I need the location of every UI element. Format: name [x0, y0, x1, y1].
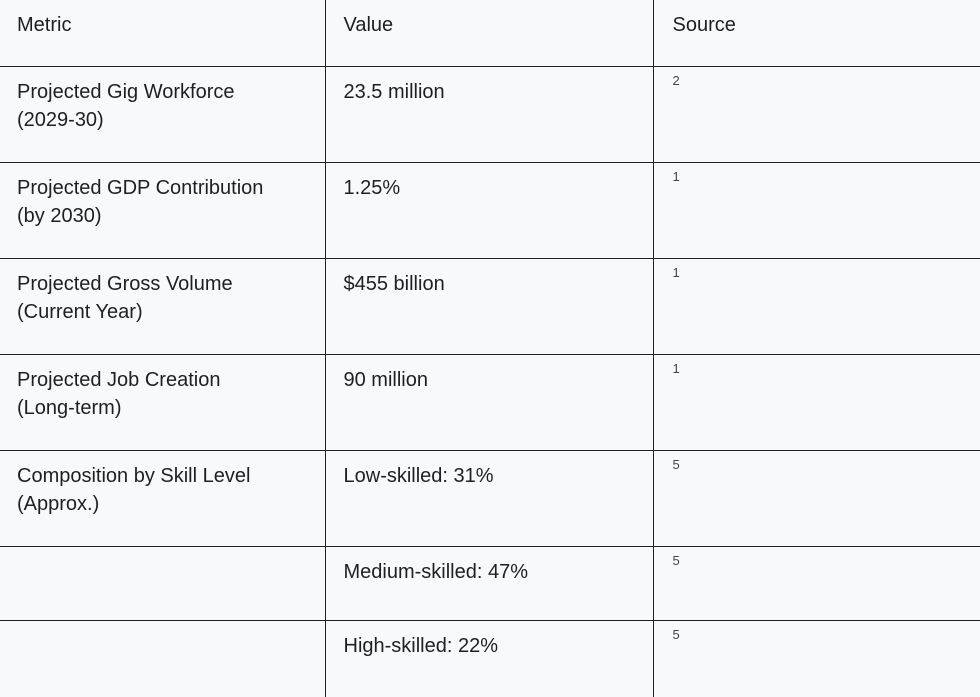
table-body: Projected Gig Workforce (2029-30) 23.5 mi…: [0, 66, 980, 697]
value-cell: Medium-skilled: 47%: [324, 546, 654, 621]
metric-cell: Composition by Skill Level (Approx.): [0, 450, 326, 547]
value-cell: 23.5 million: [324, 66, 654, 163]
metric-cell: [0, 620, 326, 697]
metric-line: Projected Gross Volume: [17, 273, 233, 295]
metric-cell: Projected Gross Volume (Current Year): [0, 258, 326, 355]
header-row: Metric Value Source: [0, 0, 980, 67]
value-cell: $455 billion: [324, 258, 654, 355]
source-ref[interactable]: 5: [672, 457, 680, 472]
table-row: Composition by Skill Level (Approx.) Low-…: [0, 450, 980, 547]
metric-qualifier: (Long-term): [17, 397, 122, 419]
source-cell: 1: [652, 258, 980, 355]
header-value: Value: [324, 0, 654, 67]
metric-qualifier: (by 2030): [17, 205, 102, 227]
metric-qualifier: (Approx.): [17, 493, 100, 515]
value-cell: High-skilled: 22%: [324, 620, 654, 697]
value-cell: 90 million: [324, 354, 654, 451]
table-row: High-skilled: 22% 5: [0, 620, 980, 697]
source-cell: 5: [652, 450, 980, 547]
source-cell: 5: [652, 546, 980, 621]
metric-line: Composition by Skill Level: [17, 465, 251, 487]
metric-cell: Projected GDP Contribution (by 2030): [0, 162, 326, 259]
metric-line: Projected GDP Contribution: [17, 177, 264, 199]
table-row: Projected Gig Workforce (2029-30) 23.5 mi…: [0, 66, 980, 163]
table-row: Projected Gross Volume (Current Year) $45…: [0, 258, 980, 355]
source-ref[interactable]: 1: [672, 169, 680, 184]
table-row: Projected GDP Contribution (by 2030) 1.25…: [0, 162, 980, 259]
metric-cell: Projected Gig Workforce (2029-30): [0, 66, 326, 163]
source-ref[interactable]: 2: [672, 73, 680, 88]
table-row: Medium-skilled: 47% 5: [0, 546, 980, 621]
source-cell: 5: [652, 620, 980, 697]
metric-line: Projected Job Creation: [17, 369, 221, 391]
value-cell: 1.25%: [324, 162, 654, 259]
metric-cell: [0, 546, 326, 621]
header-metric: Metric: [0, 0, 326, 67]
source-cell: 1: [652, 354, 980, 451]
source-ref[interactable]: 1: [672, 361, 680, 376]
source-cell: 2: [652, 66, 980, 163]
value-cell: Low-skilled: 31%: [324, 450, 654, 547]
source-ref[interactable]: 5: [672, 627, 680, 642]
source-ref[interactable]: 5: [672, 553, 680, 568]
source-ref[interactable]: 1: [672, 265, 680, 280]
table-row: Projected Job Creation (Long-term) 90 mil…: [0, 354, 980, 451]
table-header: Metric Value Source: [0, 0, 980, 67]
metric-qualifier: (2029-30): [17, 109, 104, 131]
metric-cell: Projected Job Creation (Long-term): [0, 354, 326, 451]
header-source: Source: [652, 0, 980, 67]
source-cell: 1: [652, 162, 980, 259]
metric-qualifier: (Current Year): [17, 301, 143, 323]
metric-line: Projected Gig Workforce: [17, 81, 235, 103]
